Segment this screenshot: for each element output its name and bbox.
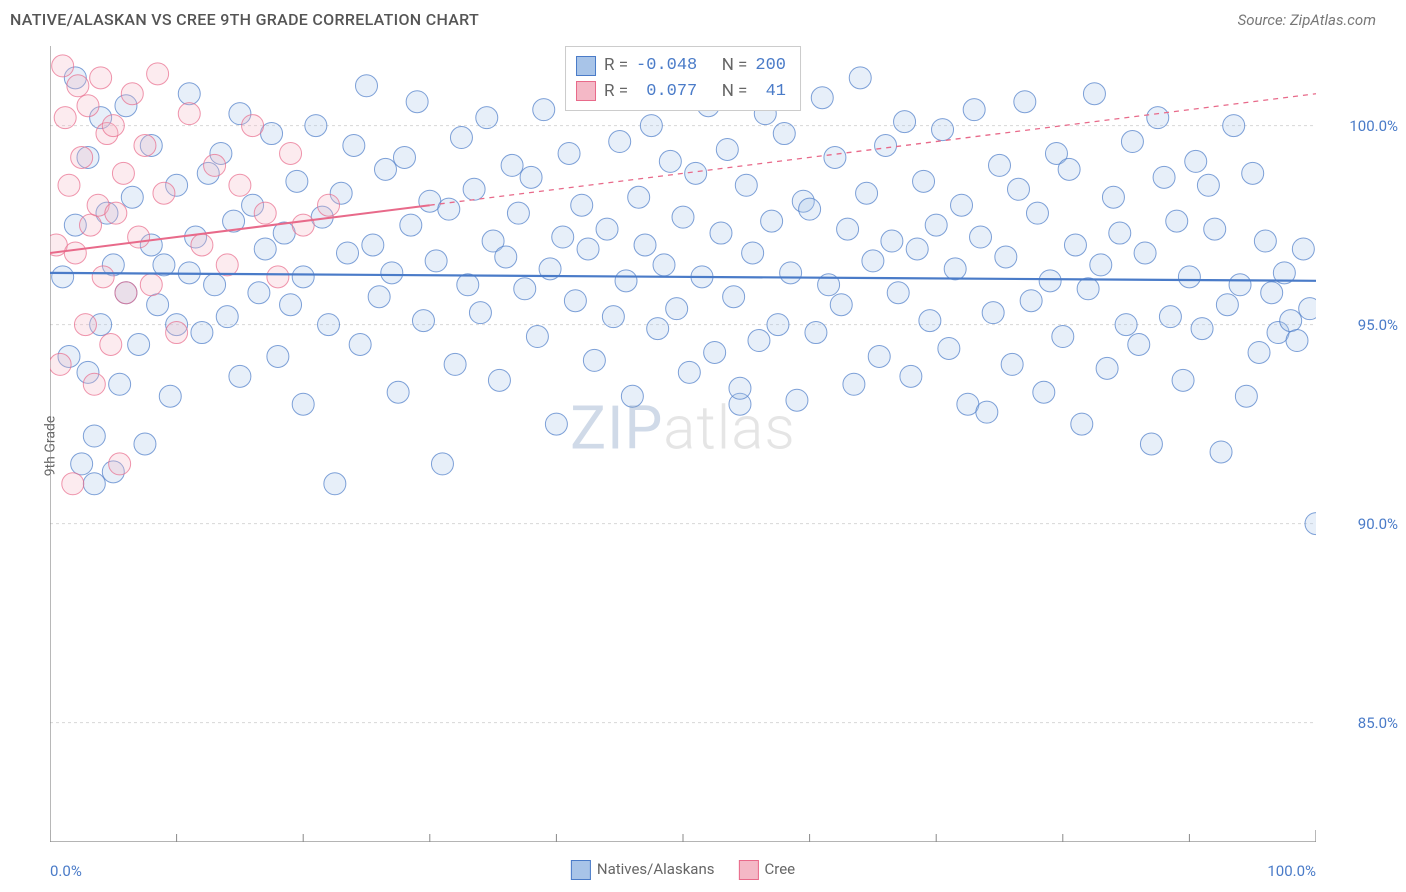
x-tick-label: 0.0% xyxy=(50,862,82,880)
natives-swatch-icon xyxy=(576,56,596,76)
y-tick-label: 85.0% xyxy=(1358,714,1398,732)
legend-item-cree: Cree xyxy=(738,860,795,880)
stats-box: R = -0.048 N = 200R = 0.077 N = 41 xyxy=(565,46,801,111)
chart-title: NATIVE/ALASKAN VS CREE 9TH GRADE CORRELA… xyxy=(10,10,479,29)
y-tick-label: 100.0% xyxy=(1349,117,1398,135)
stat-row-cree: R = 0.077 N = 41 xyxy=(576,79,786,105)
stat-row-natives: R = -0.048 N = 200 xyxy=(576,53,786,79)
legend-label: Cree xyxy=(764,860,795,878)
cree-swatch-icon xyxy=(576,81,596,101)
y-tick-label: 90.0% xyxy=(1358,515,1398,533)
chart-area: ZIPatlas R = -0.048 N = 200R = 0.077 N =… xyxy=(50,46,1316,842)
cree-legend-swatch-icon xyxy=(738,860,758,880)
natives-legend-swatch-icon xyxy=(571,860,591,880)
source-credit: Source: ZipAtlas.com xyxy=(1238,11,1376,29)
legend-item-natives: Natives/Alaskans xyxy=(571,860,715,880)
y-tick-label: 95.0% xyxy=(1358,316,1398,334)
legend: Natives/Alaskans Cree xyxy=(571,860,795,880)
legend-label: Natives/Alaskans xyxy=(597,860,715,878)
scatter-plot xyxy=(50,46,1316,842)
x-tick-label: 100.0% xyxy=(1267,862,1316,880)
